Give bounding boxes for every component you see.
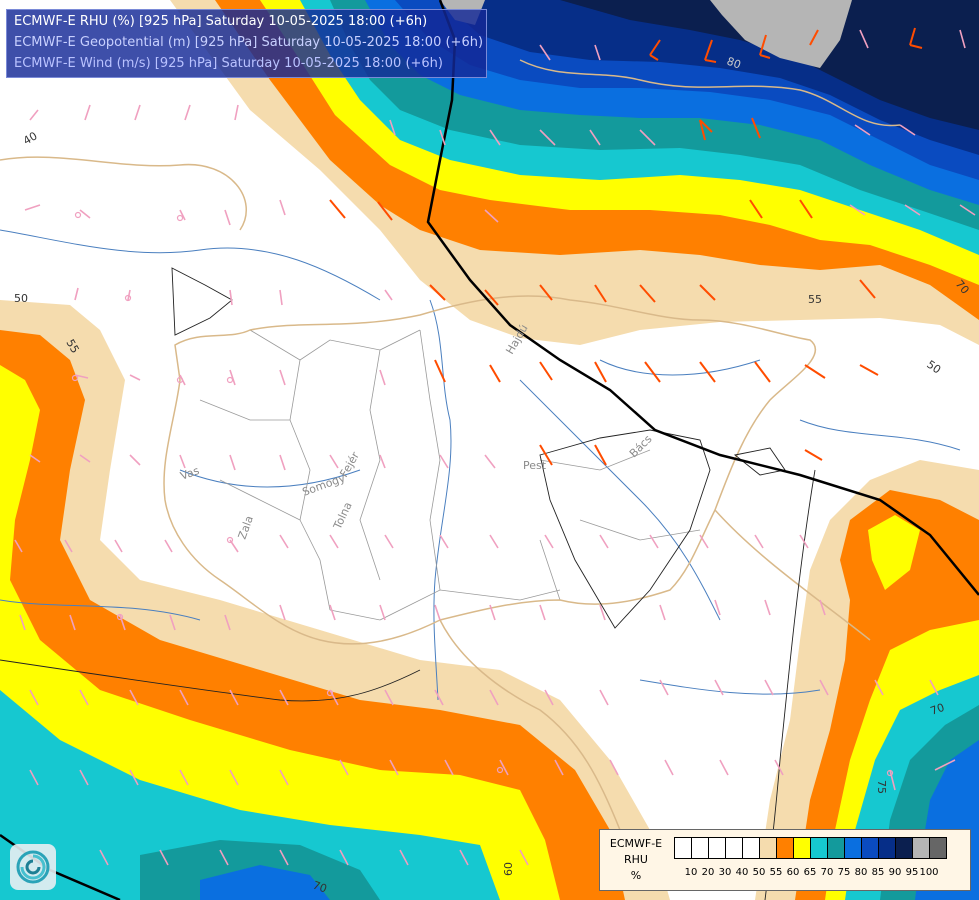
legend-tick-label: 40 [735,867,749,878]
wind-barbs-pink [14,29,976,866]
legend-swatch [725,837,743,859]
legend-swatch [844,837,862,859]
contour-label: 55 [63,337,81,356]
rh-band-60-65-sw [0,365,560,900]
contour-label: 55 [808,293,822,306]
legend-title-line: RHU [624,853,648,866]
contour-label: 60 [502,862,515,876]
legend-swatch [827,837,845,859]
legend-title-line: ECMWF-E [609,837,663,850]
legend-tick-label: 10 [684,867,698,878]
rhu-legend: ECMWF-E RHU % 10 20 30 40 50 55 60 65 70 75 80 85 90… [599,829,971,891]
legend-tick-label: 90 [888,867,902,878]
contour-label: 70 [929,701,947,718]
legend-title-line: % [630,869,642,882]
trough-line [426,0,979,596]
rh-band-60-65-se-core [868,515,920,590]
legend-swatch [810,837,828,859]
place-label: Pest [523,459,547,472]
legend-tick-label: 95 [905,867,919,878]
legend-color-scale [674,837,947,859]
legend-swatch [929,837,947,859]
rh-band-65-70-sw [0,690,500,900]
contour-label: 50 [14,292,28,305]
county-borders [199,329,701,621]
legend-tick-label: 50 [752,867,766,878]
wind-title: ECMWF-E Wind (m/s) [925 hPa] Saturday 10… [14,56,443,71]
legend-tick-label: 65 [803,867,817,878]
contour-label: 40 [21,129,40,147]
legend-swatch [674,837,692,859]
legend-tick-label: 85 [871,867,885,878]
legend-tick-label: 30 [718,867,732,878]
legend-swatch [691,837,709,859]
rh-band-75-80-sw [200,865,330,900]
place-label: Vas [179,464,202,483]
rhu-title: ECMWF-E RHU (%) [925 hPa] Saturday 10-05… [14,14,428,29]
legend-swatch [742,837,760,859]
legend-swatch [759,837,777,859]
map-title-panel: ECMWF-E RHU (%) [925 hPa] Saturday 10-05… [6,9,487,78]
legend-swatch [878,837,896,859]
legend-swatch [895,837,913,859]
legend-swatch [912,837,930,859]
legend-tick-label: 100 [919,867,939,878]
legend-swatch [776,837,794,859]
legend-swatch [861,837,879,859]
legend-swatch [708,837,726,859]
rivers [0,229,961,701]
contour-label: 70 [311,879,329,896]
legend-tick-label: 70 [820,867,834,878]
contour-label: 80 [725,55,743,72]
legend-tick-label: 80 [854,867,868,878]
geopotential-title: ECMWF-E Geopotential (m) [925 hPa] Satur… [14,35,484,50]
contour-label: 75 [875,780,888,794]
wind-barb-stations [71,211,894,777]
legend-tick-label: 75 [837,867,851,878]
legend-tick-label: 55 [769,867,783,878]
ecmwf-logo-icon [10,844,56,890]
wind-barbs-orange [329,27,923,466]
legend-tick-label: 20 [701,867,715,878]
country-borders [0,59,901,831]
rh-band-90-95-ne [560,0,979,130]
legend-swatch [793,837,811,859]
legend-tick-label: 60 [786,867,800,878]
rh-band-95-100-ne [710,0,852,68]
